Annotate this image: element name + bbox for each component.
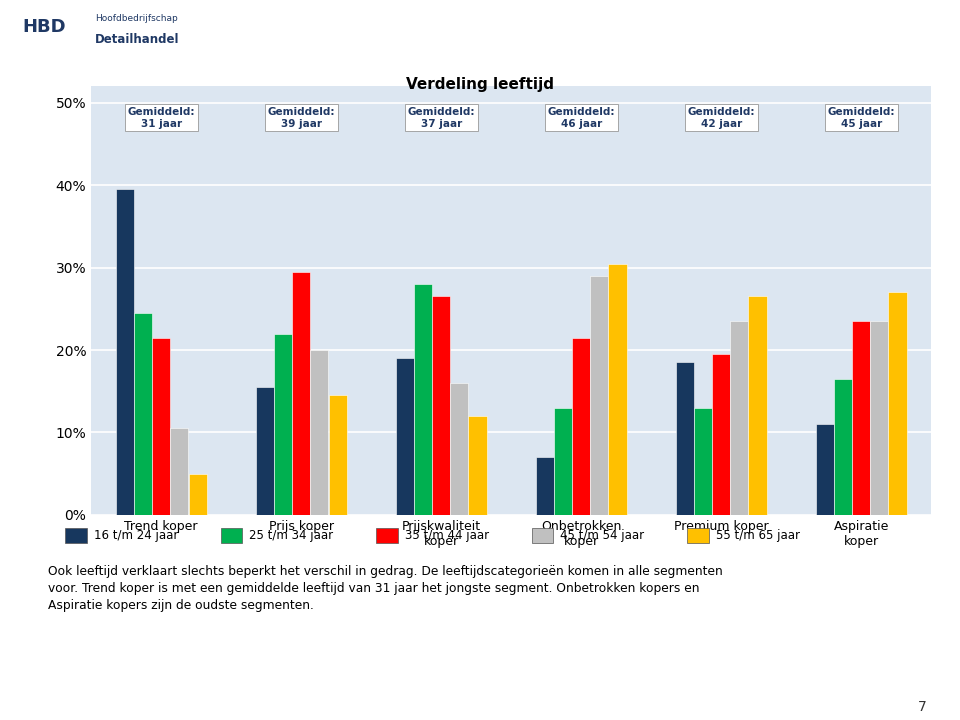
Text: 7: 7 [918, 701, 926, 714]
Text: 16 t/m 24 jaar: 16 t/m 24 jaar [94, 529, 179, 542]
Bar [871, 321, 889, 515]
Text: Detailhandel: Detailhandel [95, 33, 180, 46]
Bar [450, 383, 468, 515]
Bar [310, 350, 328, 515]
Bar [274, 333, 292, 515]
Bar [816, 424, 834, 515]
Bar [65, 528, 86, 543]
Bar [414, 284, 432, 515]
Bar [536, 457, 554, 515]
Text: Gemiddeld:
42 jaar: Gemiddeld: 42 jaar [687, 107, 755, 129]
Text: 25 t/m 34 jaar: 25 t/m 34 jaar [250, 529, 333, 542]
Text: Gemiddeld:
46 jaar: Gemiddeld: 46 jaar [547, 107, 615, 129]
Text: 55 t/m 65 jaar: 55 t/m 65 jaar [716, 529, 800, 542]
Text: Gemiddeld:
31 jaar: Gemiddeld: 31 jaar [128, 107, 195, 129]
Bar [468, 416, 487, 515]
Bar [532, 528, 554, 543]
Text: HBD: HBD [23, 18, 66, 36]
Bar [687, 528, 709, 543]
Bar [731, 321, 749, 515]
Bar [889, 292, 906, 515]
Bar [292, 271, 310, 515]
Bar [170, 428, 188, 515]
Bar [749, 297, 767, 515]
Text: Gemiddeld:
37 jaar: Gemiddeld: 37 jaar [407, 107, 475, 129]
Text: Gemiddeld:
39 jaar: Gemiddeld: 39 jaar [268, 107, 335, 129]
Bar [396, 359, 414, 515]
Bar [376, 528, 398, 543]
Text: Verdeling leeftijd: Verdeling leeftijd [406, 77, 554, 92]
Text: 35 t/m 44 jaar: 35 t/m 44 jaar [405, 529, 489, 542]
Bar [834, 379, 852, 515]
Bar [609, 264, 627, 515]
Text: Gemiddeld:
45 jaar: Gemiddeld: 45 jaar [828, 107, 895, 129]
Bar [188, 474, 206, 515]
Bar [328, 395, 347, 515]
Text: 45 t/m 54 jaar: 45 t/m 54 jaar [561, 529, 644, 542]
Bar [676, 362, 694, 515]
Bar [432, 297, 450, 515]
Bar [712, 354, 731, 515]
Bar [133, 313, 152, 515]
Bar [152, 338, 170, 515]
Bar [221, 528, 242, 543]
Bar [852, 321, 871, 515]
Bar [590, 276, 609, 515]
Bar [554, 408, 572, 515]
Bar [694, 408, 712, 515]
Bar [255, 387, 274, 515]
Bar [572, 338, 590, 515]
Text: Leeftijd: Leeftijd [426, 18, 534, 42]
Text: Hoofdbedrijfschap: Hoofdbedrijfschap [95, 14, 178, 22]
Bar [116, 189, 133, 515]
Text: Ook leeftijd verklaart slechts beperkt het verschil in gedrag. De leeftijdscateg: Ook leeftijd verklaart slechts beperkt h… [48, 565, 723, 612]
